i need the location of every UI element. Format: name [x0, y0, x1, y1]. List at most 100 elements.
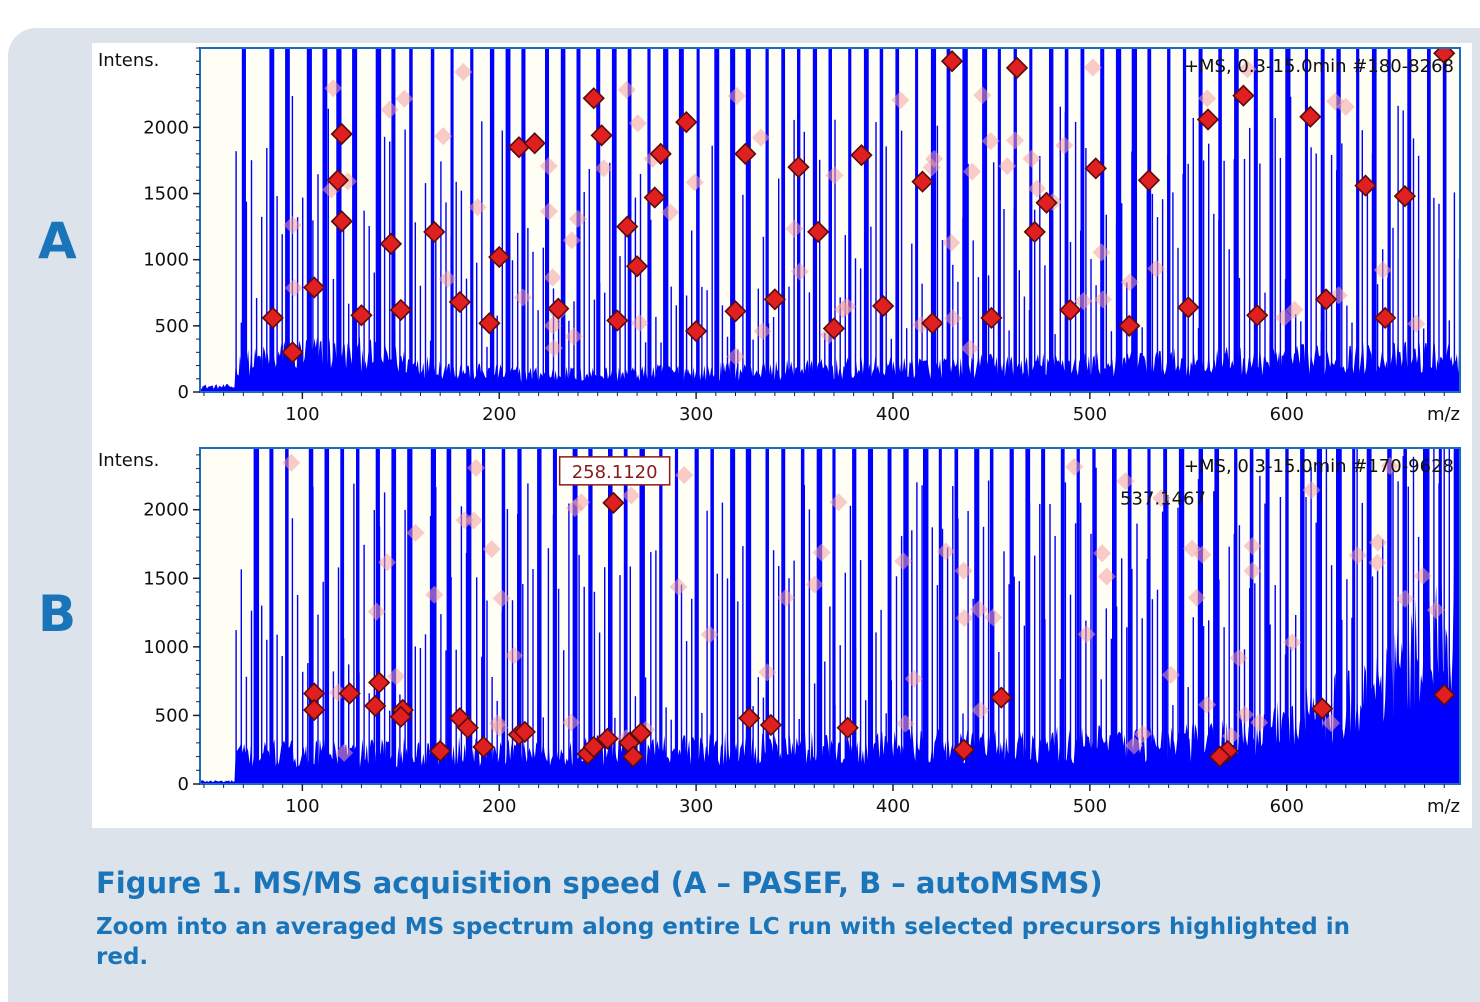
spectrum-peak [772, 550, 775, 784]
precursor-marker-faint [1083, 58, 1102, 77]
spectrum-peak [1397, 481, 1399, 784]
spectrum-peak [1249, 448, 1254, 784]
spectrum-peak [271, 682, 273, 784]
spectrum-peak [1127, 448, 1132, 784]
spectrum-peak [972, 240, 974, 392]
precursor-marker [1196, 108, 1220, 131]
spectrum-peak [982, 181, 985, 392]
spectrum-peak [1367, 448, 1372, 784]
spectrum-peak [250, 160, 253, 392]
spectrum-peak [532, 569, 534, 784]
spectrum-peak [573, 301, 575, 392]
spectrum-peak [839, 297, 841, 392]
spectrum-peak [732, 575, 734, 784]
precursor-marker-faint [544, 339, 563, 358]
spectrum-peak [987, 275, 990, 392]
spectrum-peak [1448, 448, 1450, 784]
spectrum-peak [819, 159, 821, 392]
spectrum-peak [1361, 130, 1363, 392]
spectrum-peak [1136, 523, 1138, 784]
spectrum-peak [1438, 448, 1442, 784]
spectrum-peak [1376, 284, 1379, 392]
spectrum-peak [619, 575, 621, 784]
spectrum-peak [716, 282, 718, 392]
precursor-marker [423, 220, 446, 244]
spectrum-peak [276, 634, 278, 784]
spectrum-peak [356, 448, 360, 784]
spectrum-peak [1274, 585, 1276, 784]
spectrum-peak [685, 295, 688, 392]
spectrum-peak [696, 189, 698, 392]
spectrum-peak [903, 448, 909, 784]
spectrum-peak [1238, 277, 1241, 392]
spectrum-peak [885, 146, 887, 392]
spectrum-peak [537, 704, 539, 784]
spectrum-peak [1018, 270, 1020, 392]
y-tick-label: 1500 [143, 184, 189, 205]
spectrum-peak [938, 448, 942, 784]
precursor-marker [1177, 296, 1200, 319]
spectrum-peak [813, 269, 816, 392]
spectrum-peak [1095, 285, 1097, 392]
precursor-marker-faint [594, 159, 613, 178]
spectrum-peak [450, 577, 452, 784]
precursor-marker [787, 155, 810, 179]
spectrum-peak [368, 693, 370, 784]
spectrum-peak [726, 578, 729, 784]
precursor-marker-faint [335, 743, 354, 762]
spectrum-peak [496, 315, 498, 392]
precursor-marker [684, 320, 708, 343]
spectrum-peak [757, 677, 759, 784]
spectrum-peak [1187, 163, 1189, 392]
spectrum-peak [481, 656, 483, 784]
spectrum-peak [506, 509, 509, 784]
spectrum-peak [936, 125, 939, 392]
y-tick-label: 500 [155, 705, 189, 726]
spectrum-peak [1274, 118, 1276, 392]
spectrum-peak [957, 518, 959, 784]
precursor-marker-faint [1120, 273, 1139, 292]
precursor-marker-faint [969, 600, 988, 619]
spectrum-peak [1163, 448, 1168, 784]
precursor-marker [350, 304, 373, 327]
spectrum-peak [1289, 96, 1292, 392]
spectrum-peak [1034, 555, 1036, 784]
spectrum-peak [916, 208, 918, 392]
spectrum-peak [542, 717, 544, 784]
spectrum-peak [721, 502, 724, 784]
spectrum-peak [460, 190, 463, 392]
spectrum-peak [1284, 654, 1287, 784]
spectrum-peak [742, 194, 744, 392]
spectrum-peak [363, 544, 365, 784]
precursor-marker [1374, 306, 1397, 330]
spectrum-peak [1330, 155, 1333, 392]
precursor-marker-faint [1348, 546, 1367, 565]
spectrum-peak [276, 196, 278, 392]
spectrum-peak [399, 311, 401, 392]
spectrum-peak [1177, 507, 1179, 784]
precursor-marker-faint [1116, 472, 1135, 491]
precursor-marker [379, 232, 403, 255]
spectrum-peak [1076, 448, 1080, 784]
spectrum-peak [482, 448, 486, 784]
spectrum-peak [368, 226, 370, 392]
spectrum-peak [307, 663, 309, 784]
spectrum-peak [266, 148, 268, 392]
precursor-marker-faint [464, 511, 483, 530]
spectrum-info: +MS, 0.3-15.0min #170-9628 [1184, 456, 1454, 477]
precursor-marker-faint [1235, 705, 1254, 724]
x-tick-label: 200 [482, 796, 516, 817]
spectrum-peak [409, 48, 413, 392]
spectrum-peak [324, 448, 330, 784]
spectrum-peak [522, 348, 524, 392]
spectrum-peak [655, 550, 657, 784]
precursor-marker [1059, 298, 1082, 322]
spectrum-peak [1285, 48, 1291, 392]
spectrum-peak [1059, 106, 1061, 392]
precursor-marker [734, 142, 757, 165]
spectrum-peak [982, 48, 988, 392]
precursor-marker-faint [1133, 724, 1152, 743]
spectrum-peak [312, 220, 314, 392]
precursor-marker [1299, 105, 1322, 128]
spectrum-peak [829, 606, 831, 784]
